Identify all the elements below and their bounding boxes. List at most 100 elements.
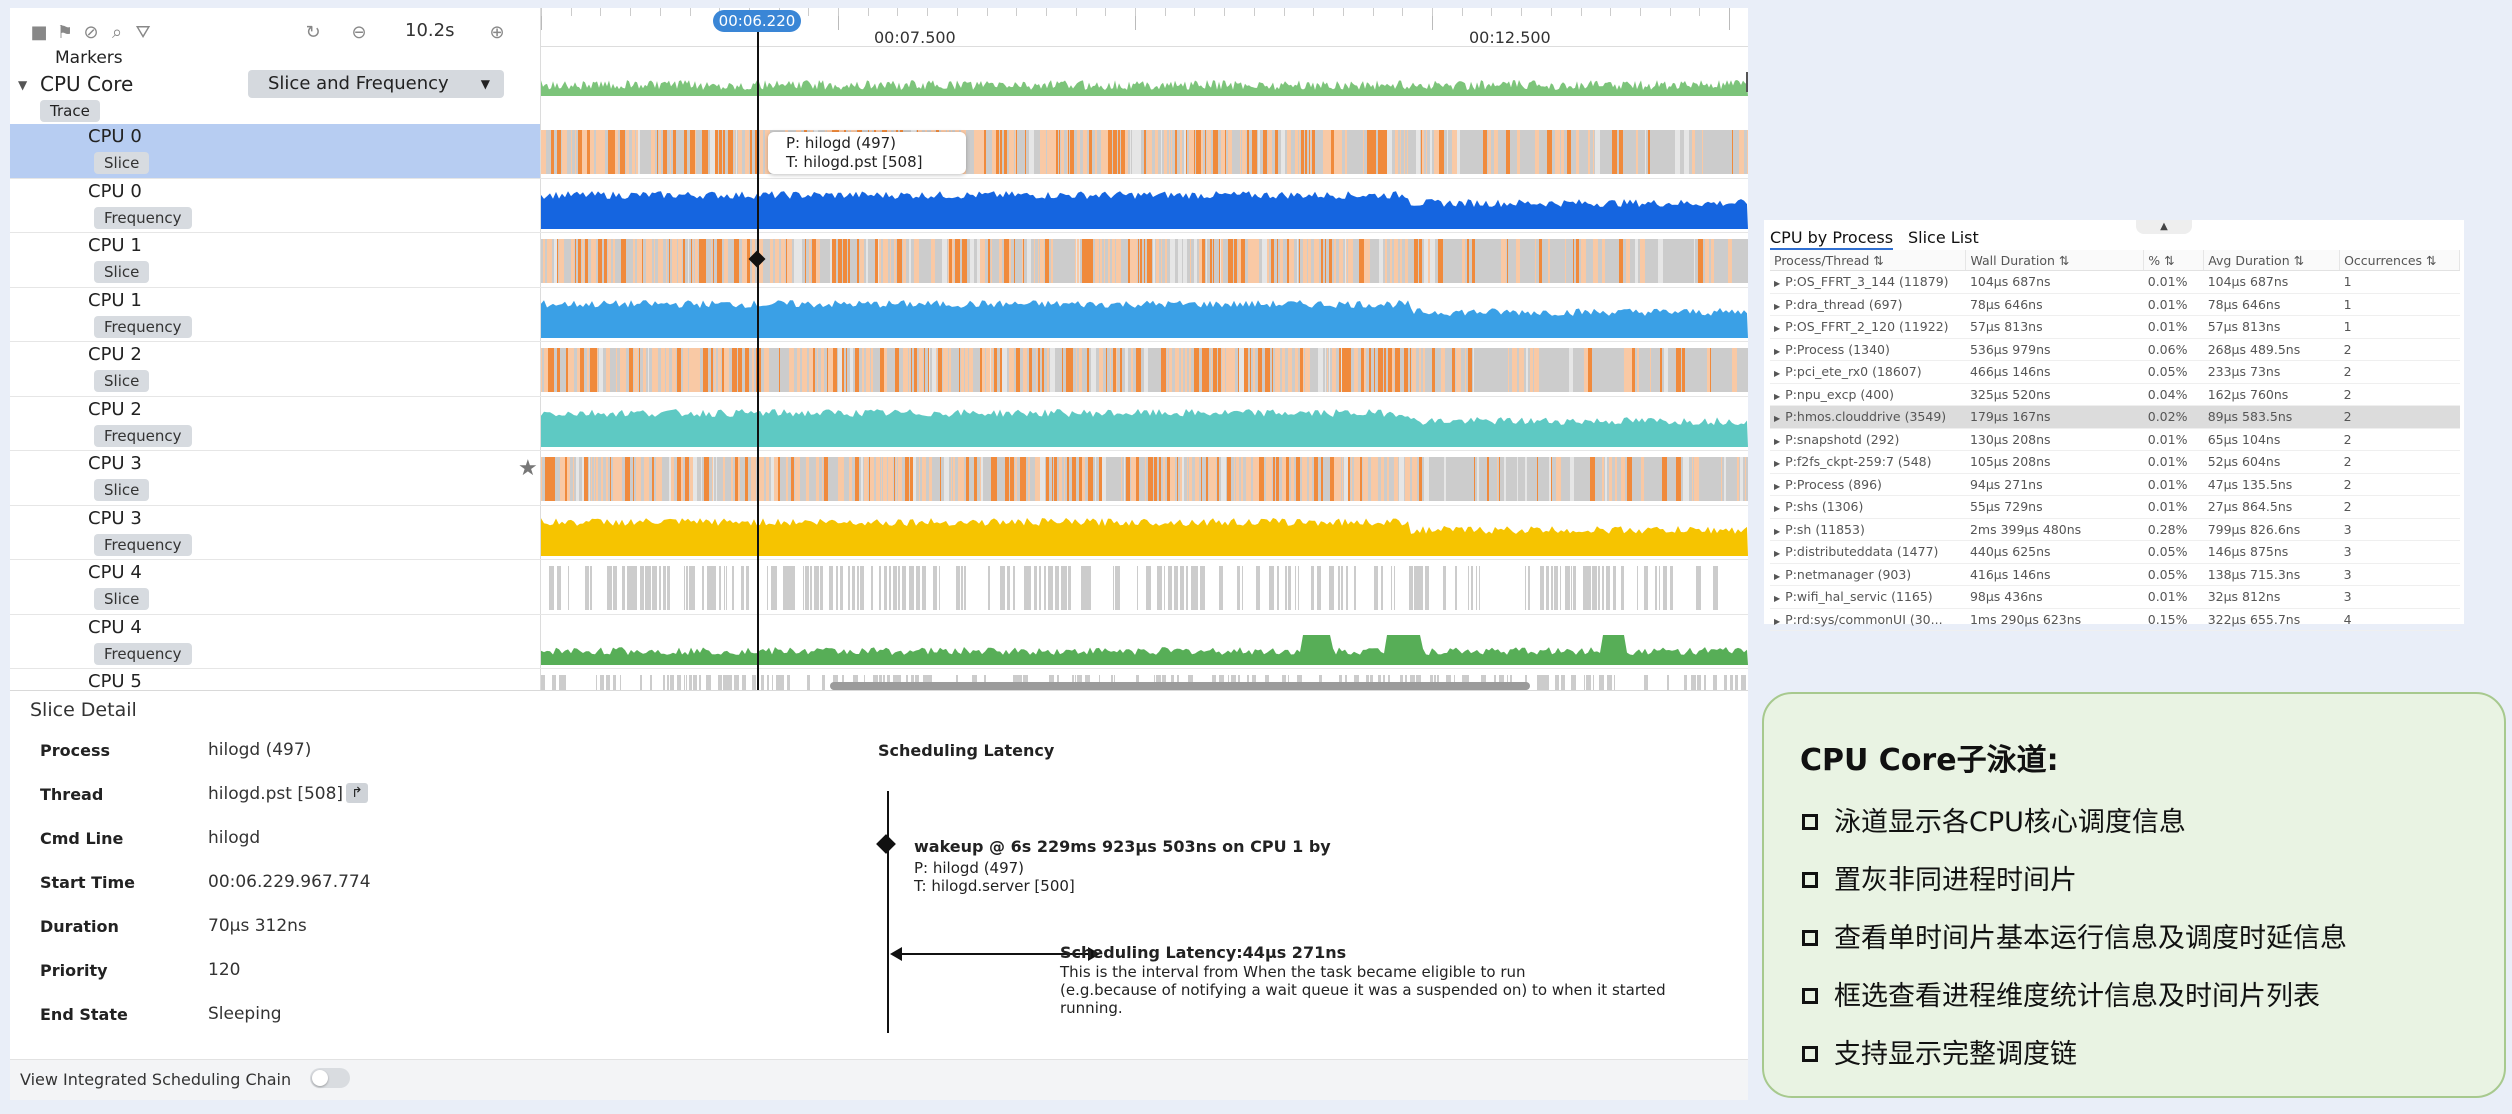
time-cursor-line[interactable] [757,30,759,690]
detail-value-priority: 120 [208,960,241,980]
tooltip-thread: T: hilogd.pst [508] [786,153,923,171]
filter-icon[interactable]: ⛛ [135,22,151,43]
expand-row-icon[interactable]: ▶ [1774,391,1781,401]
table-row[interactable]: ▶ P:Process (1340) 536μs 979ns 0.06% 268μs 4… [1770,338,2460,361]
slice-frequency-select[interactable]: Slice and Frequency ▼ [248,70,504,98]
table-row[interactable]: ▶ P:OS_FFRT_3_144 (11879) 104μs 687ns 0.01%… [1770,270,2460,294]
timeline-ruler[interactable]: 00:07.500 00:12.500 [541,8,1748,47]
ruler-minor-tick [1194,8,1196,16]
table-row[interactable]: ▶ P:wifi_hal_servic (1165) 98μs 436ns 0.01%… [1770,585,2460,609]
collapse-panel-icon[interactable]: ▲ [2136,220,2192,234]
square-icon[interactable]: ■ [30,22,48,43]
expand-row-icon[interactable]: ▶ [1774,324,1781,334]
reset-icon[interactable]: ↻ [305,22,321,43]
table-row[interactable]: ▶ P:f2fs_ckpt-259:7 (548) 105μs 208ns 0.01%… [1770,450,2460,474]
expand-row-icon[interactable]: ▶ [1774,549,1781,559]
markers-lane[interactable] [541,70,1748,96]
callout-item: 支持显示完整调度链 [1802,1032,2077,1071]
expand-row-icon[interactable]: ▶ [1774,594,1781,604]
table-row[interactable]: ▶ P:sh (11853) 2ms 399μs 480ns 0.28% 799μs 8… [1770,518,2460,541]
horizontal-scrollbar[interactable] [830,682,1530,690]
search-icon[interactable]: ⌕ [111,22,123,43]
ruler-label: 00:12.500 [1469,28,1551,47]
zoom-out-icon[interactable]: ⊖ [351,22,367,43]
expand-row-icon[interactable]: ▶ [1774,301,1781,311]
table-row[interactable]: ▶ P:hmos.clouddrive (3549) 179μs 167ns 0.02… [1770,405,2460,429]
flag-icon[interactable]: ⚑ [56,22,74,43]
expand-row-icon[interactable]: ▶ [1774,436,1781,446]
table-row[interactable]: ▶ P:OS_FFRT_2_120 (11922) 57μs 813ns 0.01% 5… [1770,315,2460,339]
callout-item: 查看单时间片基本运行信息及调度时延信息 [1802,916,2347,955]
callout-item-text: 支持显示完整调度链 [1834,1039,2077,1070]
table-row[interactable]: ▶ P:snapshotd (292) 130μs 208ns 0.01% 65μs 1… [1770,428,2460,451]
expand-row-icon[interactable]: ▶ [1774,369,1781,379]
expand-row-icon[interactable]: ▶ [1774,459,1781,469]
table-row[interactable]: ▶ P:netmanager (903) 416μs 146ns 0.05% 138μs… [1770,563,2460,586]
cpu-core-group-label[interactable]: CPU Core [40,72,134,96]
lane-track-slice-gray[interactable] [541,562,1748,612]
table-cell: ▶ P:shs (1306) [1770,495,1966,519]
table-cell: 2 [2339,383,2460,406]
lane-track-slice[interactable] [541,344,1748,394]
table-cell: 0.01% [2143,495,2204,519]
expand-row-icon[interactable]: ▶ [1774,279,1781,289]
column-header[interactable]: % ⇅ [2143,250,2205,271]
table-cell-text: P:OS_FFRT_2_120 (11922) [1785,319,1949,335]
column-header[interactable]: Occurrences ⇅ [2339,250,2460,271]
checkbox-icon [1802,930,1818,946]
expand-row-icon[interactable]: ▶ [1774,526,1781,536]
lane-track-slice[interactable] [541,126,1748,176]
no-entry-icon[interactable]: ⊘ [83,22,99,43]
table-row[interactable]: ▶ P:dra_thread (697) 78μs 646ns 0.01% 78μs 6… [1770,293,2460,316]
lane-track-freq[interactable] [541,290,1748,340]
expand-row-icon[interactable]: ▶ [1774,504,1781,514]
detail-key-process: Process [40,741,110,760]
table-cell: 0.05% [2143,540,2204,564]
lane-track-freq[interactable] [541,181,1748,231]
zoom-in-icon[interactable]: ⊕ [489,22,505,43]
column-header[interactable]: Process/Thread ⇅ [1770,250,1967,271]
table-row[interactable]: ▶ P:distributeddata (1477) 440μs 625ns 0.05… [1770,540,2460,564]
table-row[interactable]: ▶ P:pci_ete_rx0 (18607) 466μs 146ns 0.05% 23… [1770,360,2460,384]
expand-row-icon[interactable]: ▶ [1774,571,1781,581]
callout-item-text: 泳道显示各CPU核心调度信息 [1834,807,2186,838]
expand-row-icon[interactable]: ▶ [1774,346,1781,356]
expand-row-icon[interactable]: ▶ [1774,481,1781,491]
toggle-knob[interactable] [312,1070,328,1086]
table-row[interactable]: ▶ P:rd:sys/commonUI (30... 1ms 290μs 623ns… [1770,608,2460,631]
lane-label-cpu: CPU 4 [88,562,142,583]
table-cell: 233μs 73ns [2203,360,2340,384]
lane-track-freq-low[interactable] [541,617,1748,667]
ruler-minor-tick [986,8,988,16]
ruler-minor-tick [1342,8,1344,16]
table-cell: 0.28% [2143,518,2204,541]
lane-track-freq[interactable] [541,508,1748,558]
tab-cpu-by-process[interactable]: CPU by Process [1770,228,1894,250]
column-header[interactable]: Wall Duration ⇅ [1965,250,2145,271]
time-cursor-badge[interactable]: 00:06.220 [713,10,801,32]
ruler-minor-tick [1016,8,1018,16]
lane-track-slice[interactable] [541,235,1748,285]
table-cell: ▶ P:dra_thread (697) [1770,293,1966,316]
expand-caret-icon[interactable]: ▼ [18,78,28,92]
table-row[interactable]: ▶ P:Process (896) 94μs 271ns 0.01% 47μs 135.… [1770,473,2460,496]
marker-flag-icon[interactable] [1746,72,1748,92]
tab-slice-list[interactable]: Slice List [1908,228,1979,247]
star-icon[interactable]: ★ [518,456,538,481]
lane-track-slice[interactable] [541,453,1748,503]
column-header[interactable]: Avg Duration ⇅ [2203,250,2341,271]
table-cell: 104μs 687ns [1965,270,2144,294]
table-row[interactable]: ▶ P:shs (1306) 55μs 729ns 0.01% 27μs 864.5ns… [1770,495,2460,519]
lane-tag: Frequency [94,315,192,338]
jump-to-thread-icon[interactable]: ↱ [346,783,368,803]
expand-row-icon[interactable]: ▶ [1774,616,1781,626]
slice-detail-title: Slice Detail [30,699,137,721]
ruler-minor-tick [1313,8,1315,16]
table-cell-text: P:OS_FFRT_3_144 (11879) [1785,274,1949,290]
lane-track-freq[interactable] [541,399,1748,449]
expand-row-icon[interactable]: ▶ [1774,414,1781,424]
table-cell: ▶ P:hmos.clouddrive (3549) [1770,405,1966,429]
table-cell: 146μs 875ns [2203,540,2340,564]
table-row[interactable]: ▶ P:npu_excp (400) 325μs 520ns 0.04% 162μs 7… [1770,383,2460,406]
trace-panel: ■ ⚑ ⊘ ⌕ ⛛ ↻ ⊖ 10.2s ⊕ 00:07.500 00:12.50… [10,8,1748,690]
